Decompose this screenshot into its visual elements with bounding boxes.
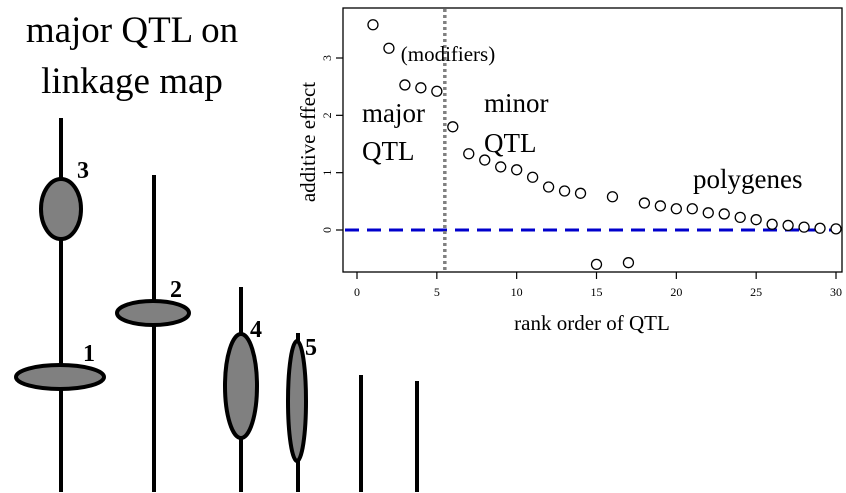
- data-point-28: [799, 222, 809, 232]
- annotation-major: major: [362, 98, 425, 128]
- data-point-21: [687, 204, 697, 214]
- data-point-12: [544, 182, 554, 192]
- data-point-7: [464, 149, 474, 159]
- data-point-4: [416, 83, 426, 93]
- data-point-13: [560, 186, 570, 196]
- data-point-3: [400, 80, 410, 90]
- data-point-30: [831, 224, 841, 234]
- x-tick-label-0: 0: [354, 285, 360, 299]
- data-point-2: [384, 43, 394, 53]
- qtl-label-4: 4: [250, 317, 262, 343]
- data-point-6: [448, 122, 458, 132]
- data-point-17: [623, 258, 633, 268]
- data-point-1: [368, 20, 378, 30]
- qtl-label-5: 5: [305, 335, 317, 361]
- data-point-27: [783, 220, 793, 230]
- y-tick-label-0: 0: [320, 227, 334, 233]
- data-point-16: [607, 192, 617, 202]
- y-tick-label-3: 3: [320, 55, 334, 61]
- qtl-label-1: 1: [83, 341, 95, 367]
- data-point-10: [512, 165, 522, 175]
- data-point-26: [767, 219, 777, 229]
- qtl-label-2: 2: [170, 277, 182, 303]
- data-point-25: [751, 215, 761, 225]
- y-tick-label-1: 1: [320, 170, 334, 176]
- data-point-22: [703, 208, 713, 218]
- data-point-5: [432, 86, 442, 96]
- data-point-24: [735, 212, 745, 222]
- data-point-29: [815, 223, 825, 233]
- data-point-20: [671, 204, 681, 214]
- map-title-line1: major QTL on: [26, 10, 238, 51]
- x-tick-label-20: 20: [670, 285, 682, 299]
- qtl-label-3: 3: [77, 158, 89, 184]
- y-axis-label: additive effect: [296, 82, 320, 202]
- annotation-minor: minor: [484, 88, 549, 118]
- qtl-effect-chart: 0 5 10 15 20 25 30 0 1 2 3 (modifiers) major QTL m…: [296, 8, 842, 335]
- annotation-minor-qtl: QTL: [484, 128, 536, 158]
- data-point-19: [655, 201, 665, 211]
- qtl-1-marker: [16, 365, 104, 389]
- x-axis-label: rank order of QTL: [514, 311, 670, 335]
- data-point-18: [639, 198, 649, 208]
- x-tick-label-10: 10: [511, 285, 523, 299]
- map-title-line2: linkage map: [41, 61, 223, 102]
- annotation-modifiers: (modifiers): [401, 42, 495, 66]
- qtl-3-marker: [41, 179, 81, 239]
- qtl-5-marker: [288, 341, 306, 461]
- x-tick-label-15: 15: [591, 285, 603, 299]
- qtl-2-marker: [117, 301, 189, 325]
- annotation-polygenes: polygenes: [693, 164, 802, 194]
- data-point-11: [528, 172, 538, 182]
- x-tick-label-30: 30: [830, 285, 842, 299]
- data-point-14: [576, 188, 586, 198]
- data-point-23: [719, 209, 729, 219]
- y-tick-label-2: 2: [320, 112, 334, 118]
- data-point-15: [592, 259, 602, 269]
- linkage-map-panel: major QTL on linkage map 3 2 1 4 5: [16, 10, 417, 492]
- data-point-9: [496, 162, 506, 172]
- annotation-major-qtl: QTL: [362, 136, 414, 166]
- x-tick-label-25: 25: [750, 285, 762, 299]
- x-tick-label-5: 5: [434, 285, 440, 299]
- qtl-4-marker: [225, 334, 257, 438]
